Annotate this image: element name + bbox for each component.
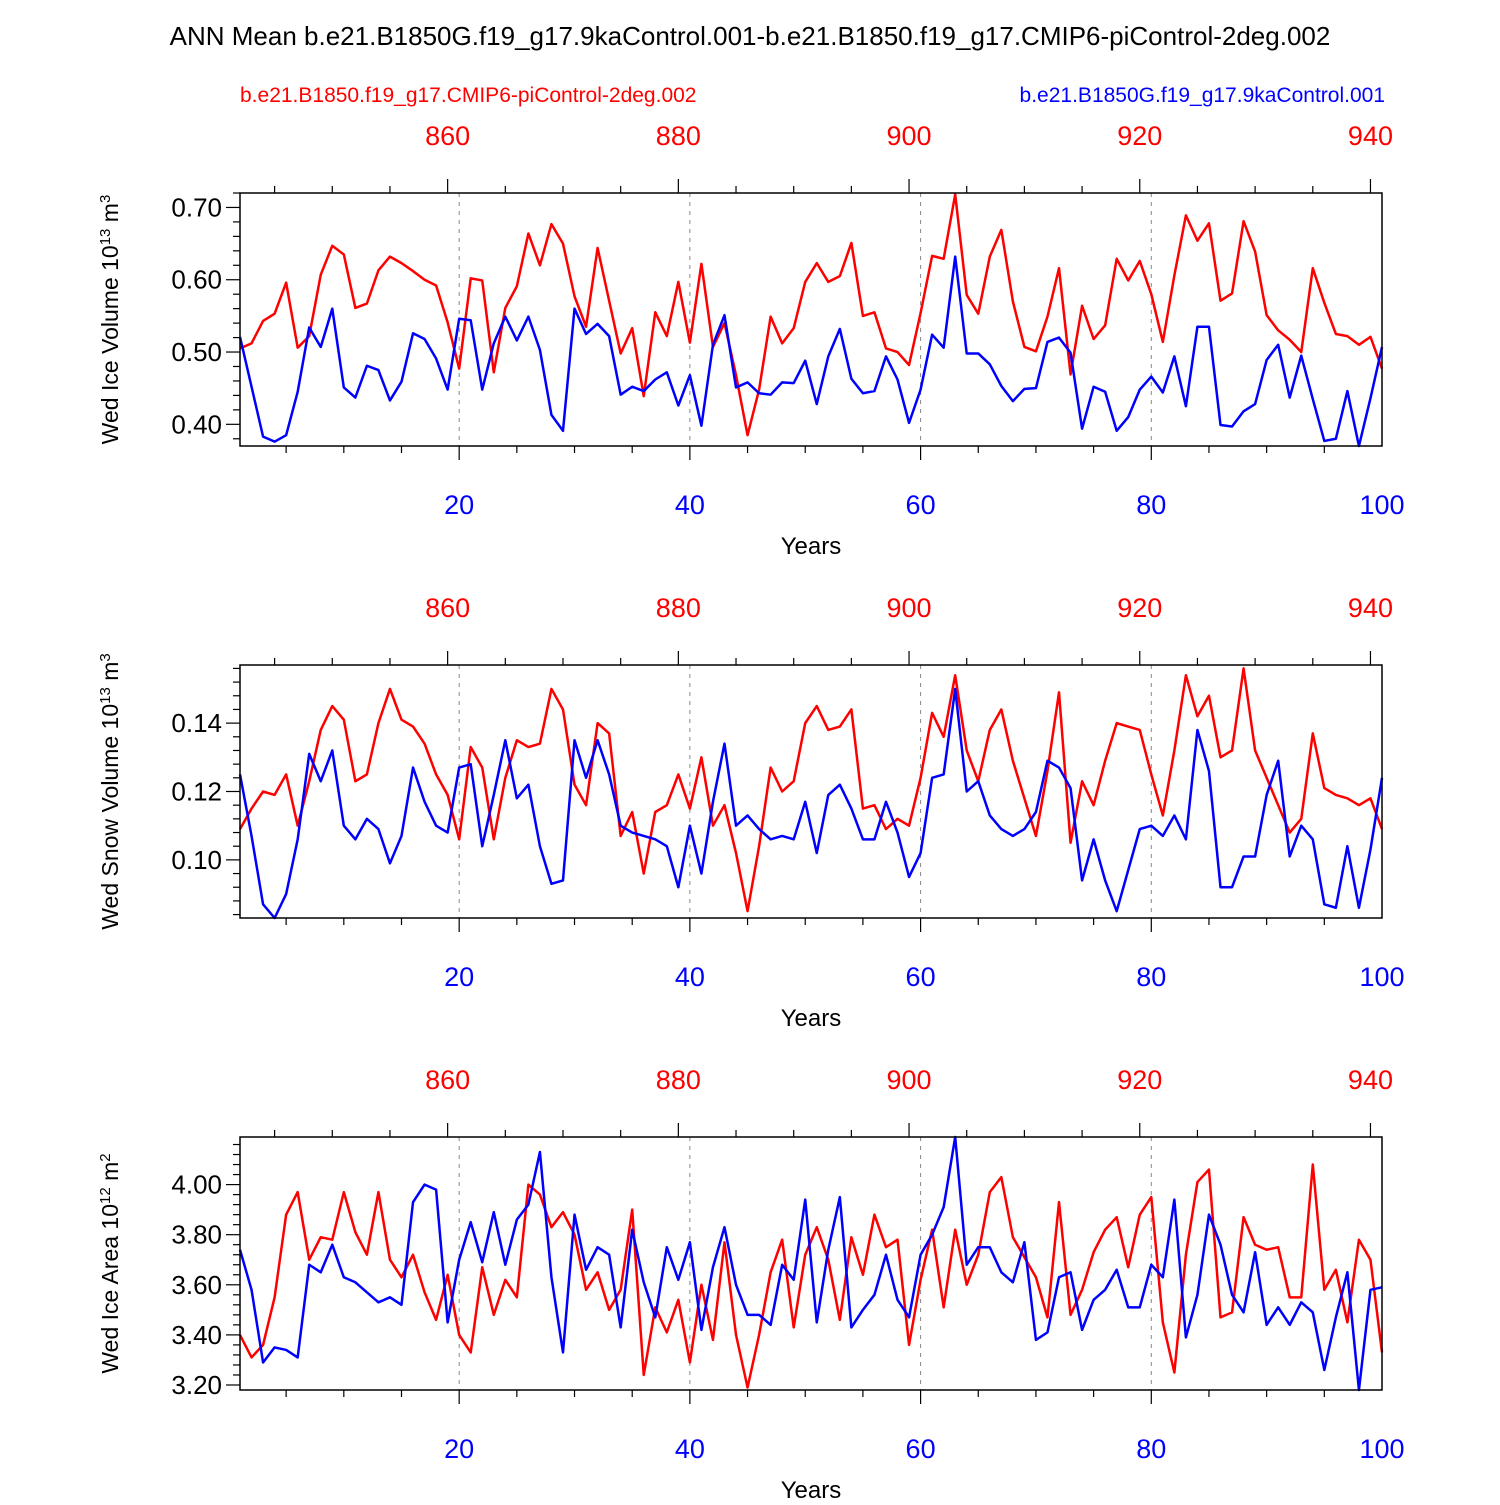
chart-panel-2: 0.10 0.12 0.14 20 40 60 80 100 860 880 900 920 940 Ye… [97,593,1405,1032]
y-tick-label: 0.14 [171,708,222,738]
series-line-red [239,193,1384,437]
chart-panel-1: 0.40 0.50 0.60 0.70 20 40 60 80 100 860 880 900 920 9… [97,121,1405,560]
y-axis-label-superscript: 13 [97,687,114,704]
y-tick-label: 0.40 [171,409,222,439]
x-tick-label-top: 940 [1348,1065,1393,1095]
x-tick-label-bottom: 100 [1359,1434,1404,1464]
x-tick-label-top: 860 [425,121,470,151]
x-tick-label-top: 900 [887,593,932,623]
x-tick-label-top: 860 [425,1065,470,1095]
y-tick-label: 0.50 [171,337,222,367]
y-tick-label: 3.80 [171,1220,222,1250]
series-line-blue [238,687,1384,920]
x-tick-label-bottom: 20 [444,1434,474,1464]
y-axis-label-part: m [97,662,123,688]
y-axis-label: Wed Ice Volume 1013 m3 [97,195,124,445]
y-axis-label: Wed Ice Area 1012 m2 [97,1153,124,1373]
x-axis-label: Years [781,1005,842,1032]
y-axis-label-part: m [97,203,123,229]
series-line-red [238,667,1384,913]
y-tick-label: 0.12 [171,777,222,807]
x-tick-label-bottom: 80 [1136,490,1166,520]
x-tick-label-top: 880 [656,1065,701,1095]
chart-panels: 0.40 0.50 0.60 0.70 20 40 60 80 100 860 880 900 920 9… [97,121,1405,1504]
x-tick-label-bottom: 20 [444,962,474,992]
x-tick-label-top: 880 [656,593,701,623]
x-tick-label-top: 920 [1117,121,1162,151]
x-tick-label-top: 860 [425,593,470,623]
y-tick-label: 0.70 [171,192,222,222]
x-tick-label-bottom: 100 [1359,490,1404,520]
y-tick-label: 3.60 [171,1270,222,1300]
series-line-red [238,1163,1384,1389]
x-tick-label-top: 900 [887,1065,932,1095]
y-tick-label: 4.00 [171,1170,222,1200]
y-axis-label-superscript: 3 [97,653,114,661]
chart-panel-3: 3.20 3.40 3.60 3.80 4.00 20 40 60 80 100 860 880 900… [97,1065,1405,1504]
y-tick-label: 0.60 [171,265,222,295]
y-axis-label-part: Wed Ice Area 10 [97,1204,123,1374]
x-tick-label-bottom: 80 [1136,1434,1166,1464]
x-tick-label-top: 880 [656,121,701,151]
x-tick-label-top: 920 [1117,1065,1162,1095]
figure-title: ANN Mean b.e21.B1850G.f19_g17.9kaControl… [170,21,1331,51]
y-axis-label-superscript: 12 [97,1187,114,1204]
legend-label-red: b.e21.B1850.f19_g17.CMIP6-piControl-2deg… [240,84,696,107]
y-axis-label-superscript: 13 [97,229,114,246]
x-tick-label-bottom: 60 [906,490,936,520]
y-axis-label-part: Wed Ice Volume 10 [97,245,123,444]
y-axis-label-superscript: 2 [97,1153,114,1161]
x-tick-label-bottom: 40 [675,490,705,520]
plot-frame [239,192,1383,447]
x-tick-label-bottom: 100 [1359,962,1404,992]
x-tick-label-bottom: 60 [906,1434,936,1464]
y-tick-label: 3.40 [171,1320,222,1350]
y-axis-label-part: Wed Snow Volume 10 [97,704,123,930]
x-axis-label: Years [781,533,842,560]
x-tick-label-top: 920 [1117,593,1162,623]
x-tick-label-bottom: 40 [675,1434,705,1464]
series-line-blue [238,1135,1383,1392]
y-tick-label: 0.10 [171,845,222,875]
y-axis-label: Wed Snow Volume 1013 m3 [97,653,124,929]
plot-frame [239,1136,1383,1391]
x-tick-label-top: 940 [1348,593,1393,623]
x-tick-label-bottom: 40 [675,962,705,992]
x-tick-label-top: 940 [1348,121,1393,151]
legend-label-blue: b.e21.B1850G.f19_g17.9kaControl.001 [1020,84,1385,107]
x-tick-label-bottom: 60 [906,962,936,992]
x-tick-label-top: 900 [887,121,932,151]
x-tick-label-bottom: 80 [1136,962,1166,992]
y-axis-label-superscript: 3 [97,195,114,203]
x-axis-label: Years [781,1477,842,1500]
series-line-blue [238,255,1384,448]
y-tick-label: 3.20 [171,1370,222,1400]
x-tick-label-bottom: 20 [444,490,474,520]
y-axis-label-part: m [97,1162,123,1188]
